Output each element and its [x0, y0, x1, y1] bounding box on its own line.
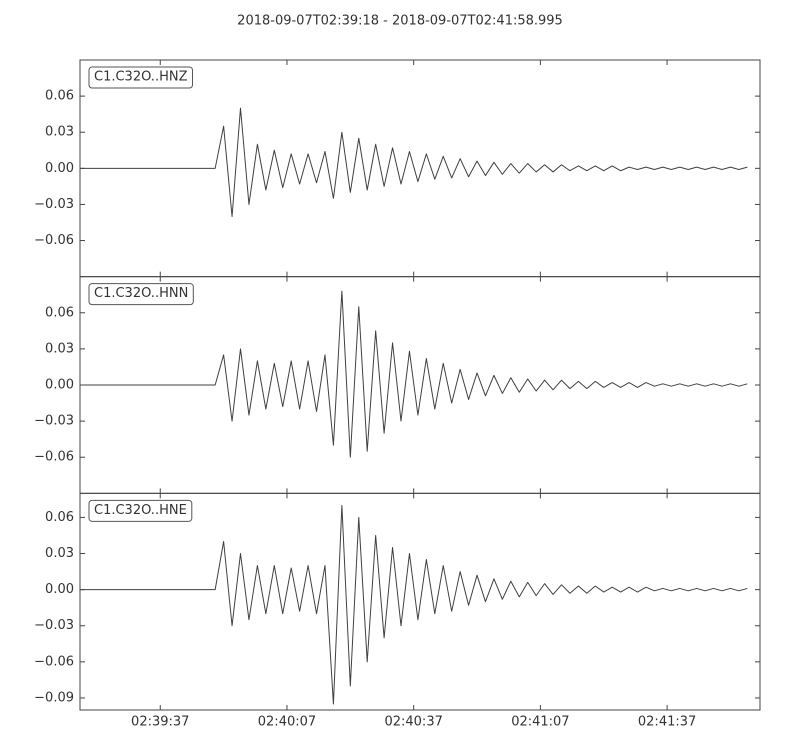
y-tick-label: 0.00: [45, 378, 74, 393]
y-tick-label: 0.03: [45, 341, 74, 356]
y-tick-label: 0.06: [45, 305, 74, 320]
y-tick-label: 0.00: [45, 582, 74, 597]
y-tick-label: 0.03: [45, 546, 74, 561]
y-tick-label: −0.03: [34, 618, 74, 633]
x-tick-label: 02:40:07: [258, 715, 316, 730]
x-tick-label: 02:41:37: [638, 715, 696, 730]
y-tick-label: 0.00: [45, 161, 74, 176]
y-tick-label: −0.06: [34, 450, 74, 465]
waveform: [80, 504, 748, 705]
trace-label: C1.C32O..HNZ: [94, 70, 188, 85]
x-tick-label: 02:40:37: [384, 715, 442, 730]
trace-label-box: [88, 283, 194, 306]
waveform: [80, 290, 748, 458]
x-tick-label: 02:39:37: [131, 715, 189, 730]
y-tick-label: 0.03: [45, 125, 74, 140]
trace-label: C1.C32O..HNN: [94, 286, 188, 301]
y-tick-label: 0.06: [45, 510, 74, 525]
chart-title: 2018-09-07T02:39:18 - 2018-09-07T02:41:5…: [237, 14, 563, 29]
panel-frame: [79, 492, 761, 711]
y-tick-label: −0.03: [34, 414, 74, 429]
trace-label: C1.C32O..HNE: [94, 503, 187, 518]
y-tick-label: −0.06: [34, 654, 74, 669]
trace-label-box: [88, 66, 193, 89]
waveform: [80, 107, 748, 217]
y-tick-label: 0.06: [45, 89, 74, 104]
trace-label-box: [88, 499, 193, 522]
y-tick-label: −0.03: [34, 197, 74, 212]
y-tick-label: −0.06: [34, 233, 74, 248]
y-tick-label: −0.09: [34, 690, 74, 705]
x-tick-label: 02:41:07: [511, 715, 569, 730]
